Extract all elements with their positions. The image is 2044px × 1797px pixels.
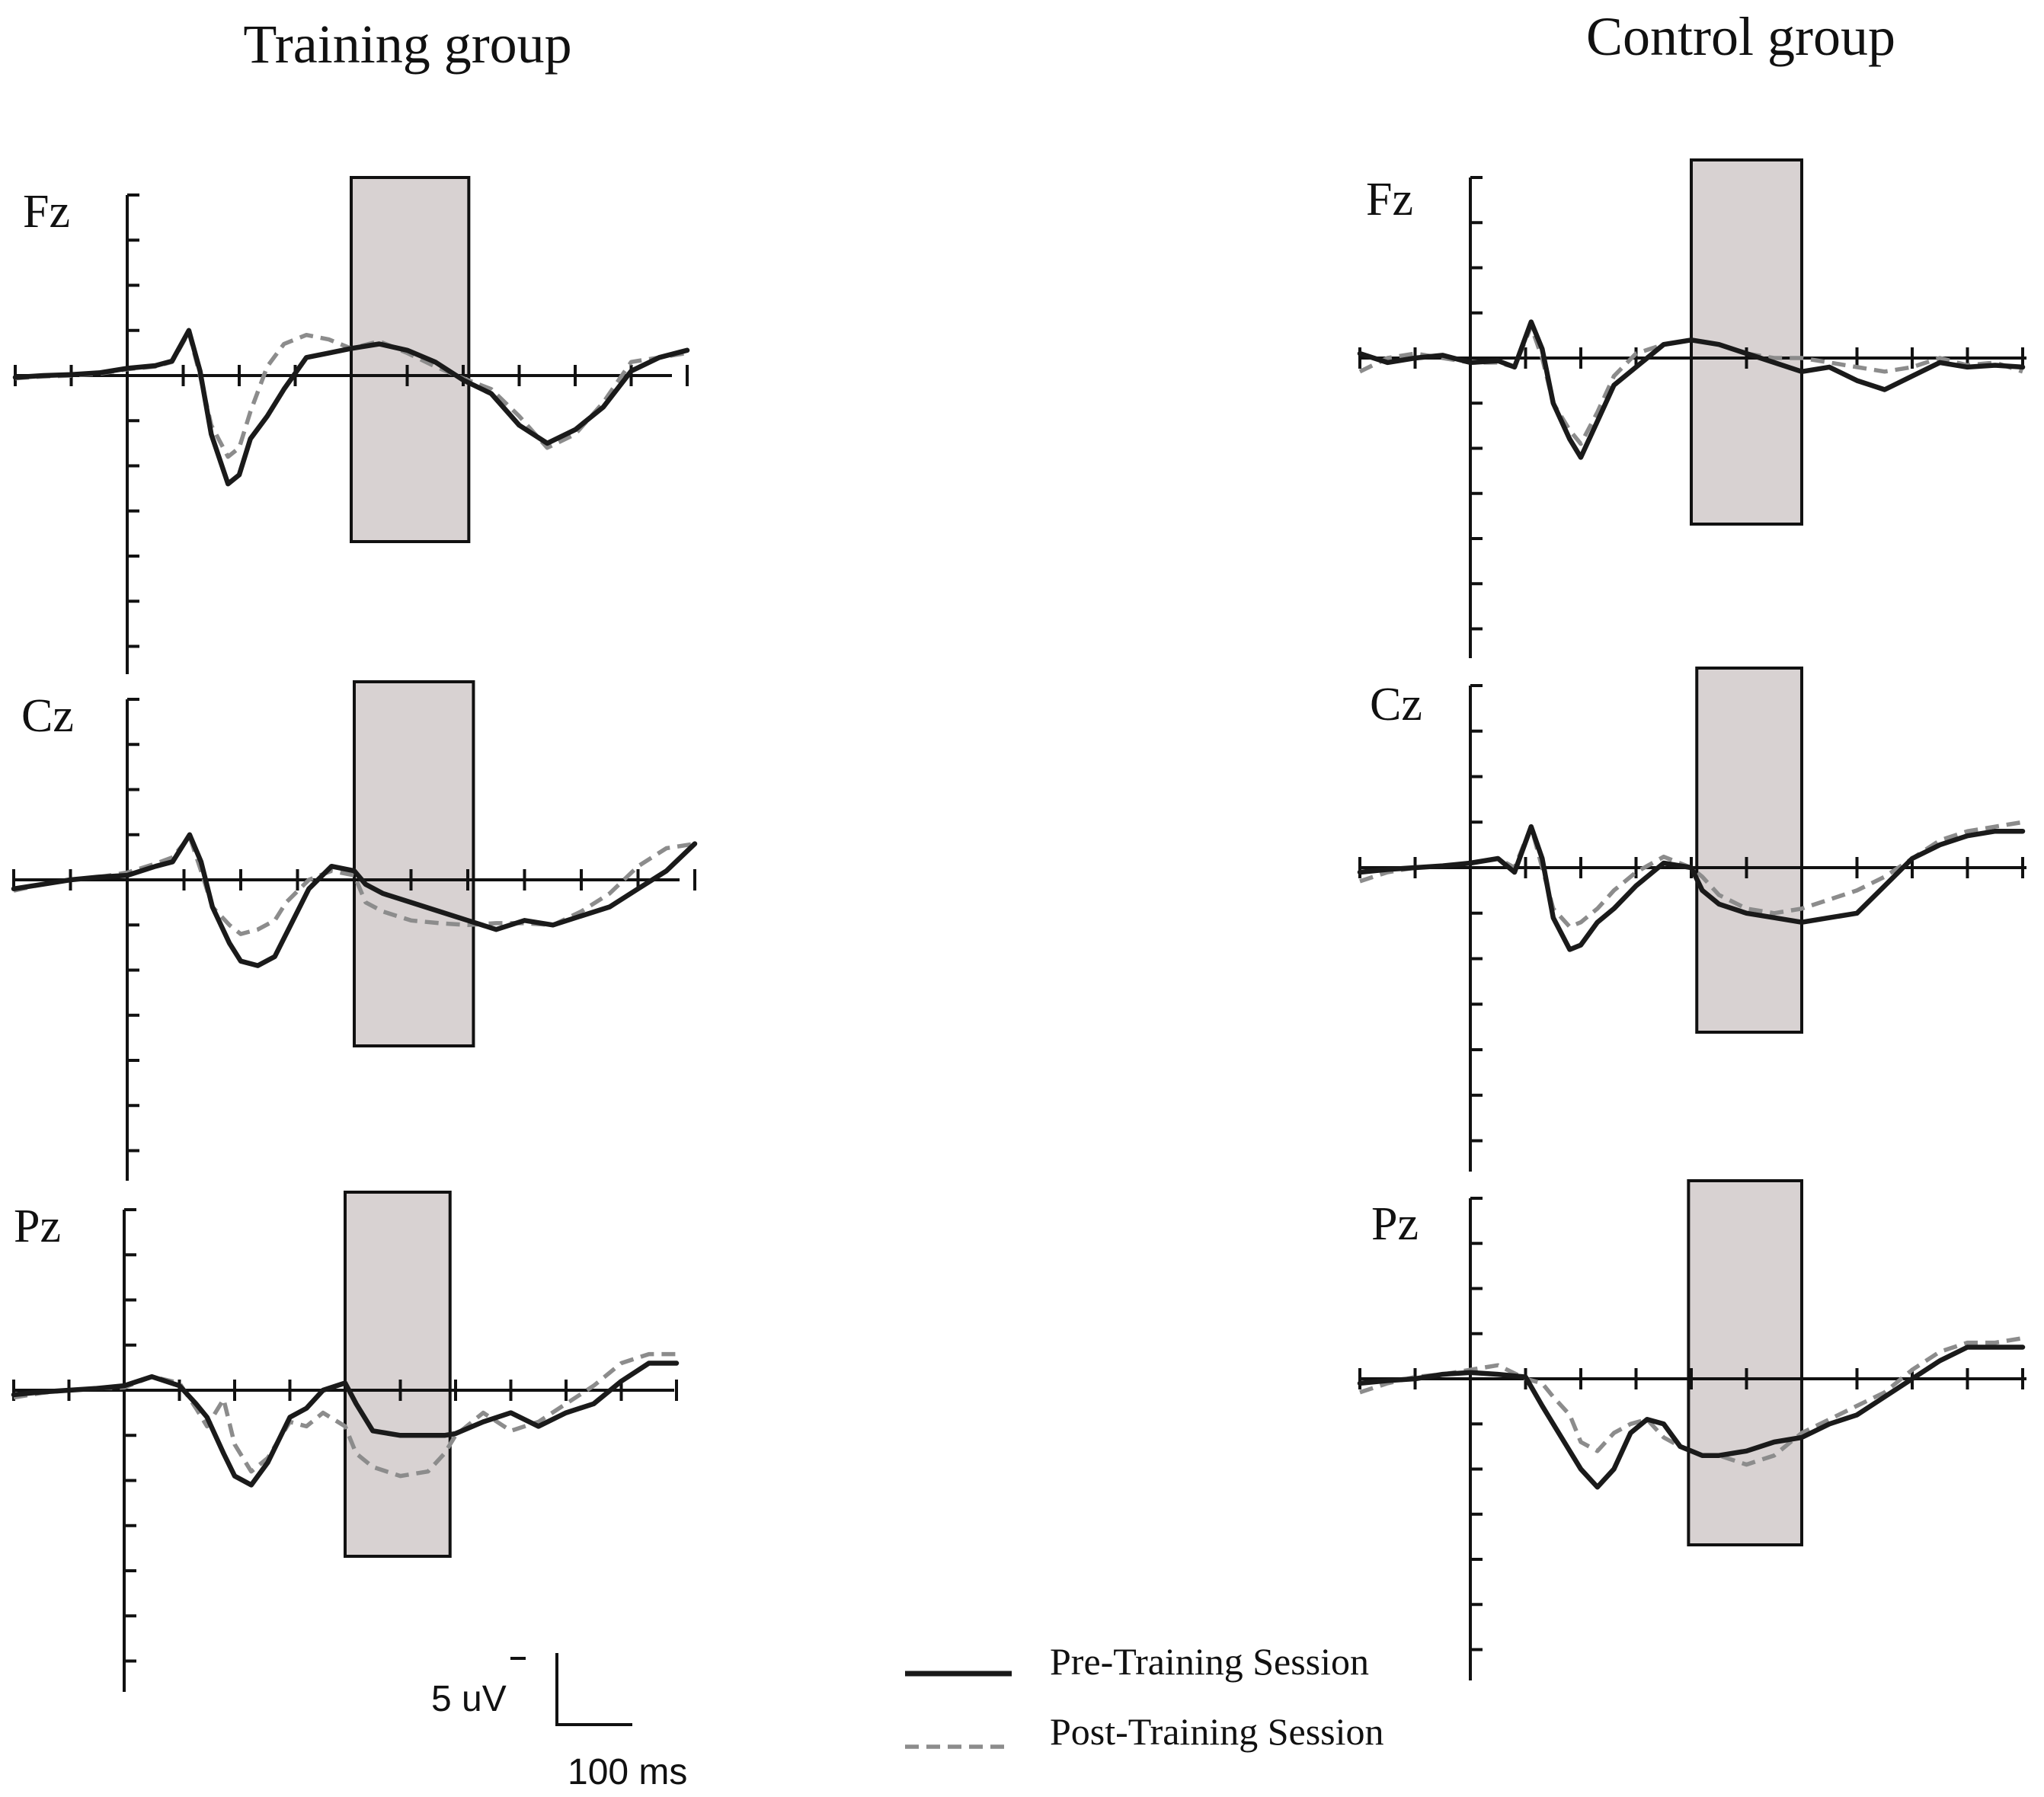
control-group-title: Control group — [1586, 6, 1895, 67]
training-cz-roi-window — [353, 680, 475, 1047]
training-cz-electrode-label: Cz — [21, 690, 74, 742]
training-group-title: Training group — [243, 14, 571, 75]
legend: Pre-Training Session Post-Training Sessi… — [905, 1640, 1384, 1753]
scale-time-label: 100 ms — [568, 1752, 687, 1792]
scale-bar-lines — [555, 1653, 632, 1726]
training-fz-panel: Fz — [12, 176, 690, 674]
control-pz-electrode-label: Pz — [1371, 1198, 1419, 1250]
control-cz-panel: Cz — [1357, 667, 2026, 1172]
training-cz-panel: Cz — [11, 680, 698, 1181]
training-pz-roi-window — [344, 1191, 452, 1558]
training-pz-pre-waveform — [11, 1361, 680, 1488]
control-pz-pre-waveform — [1357, 1345, 2026, 1490]
control-cz-electrode-label: Cz — [1370, 679, 1422, 731]
legend-pre-label: Pre-Training Session — [1050, 1640, 1369, 1683]
control-fz-panel: Fz — [1357, 158, 2026, 658]
training-pz-electrode-label: Pz — [14, 1201, 61, 1252]
erp-panels: Fz Cz Pz Fz Cz Pz — [11, 158, 2026, 1692]
control-cz-roi-window — [1695, 667, 1803, 1034]
control-fz-electrode-label: Fz — [1366, 174, 1413, 225]
scale-bar: 5 uV 100 ms — [431, 1653, 687, 1792]
training-fz-electrode-label: Fz — [23, 186, 70, 238]
control-pz-panel: Pz — [1357, 1179, 2026, 1680]
control-pz-roi-window — [1687, 1179, 1803, 1546]
control-pz-post-waveform — [1359, 1335, 2023, 1467]
training-pz-panel: Pz — [11, 1191, 680, 1692]
training-cz-pre-waveform — [11, 832, 698, 968]
control-cz-pre-waveform — [1357, 823, 2026, 952]
training-fz-pre-waveform — [12, 328, 690, 487]
scale-amplitude-label: 5 uV — [431, 1679, 507, 1719]
control-fz-pre-waveform — [1357, 319, 2026, 460]
training-fz-roi-window — [350, 176, 471, 543]
legend-post-label: Post-Training Session — [1050, 1710, 1384, 1753]
